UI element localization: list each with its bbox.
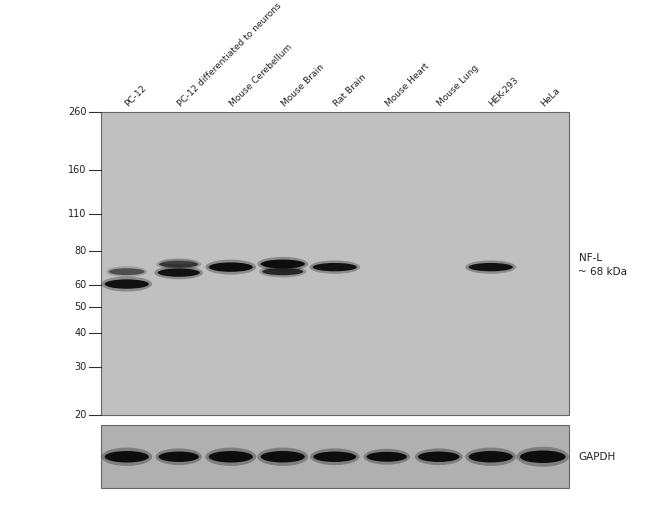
Bar xyxy=(101,112,569,415)
Ellipse shape xyxy=(106,266,148,277)
Ellipse shape xyxy=(418,452,460,462)
Ellipse shape xyxy=(257,447,308,466)
Ellipse shape xyxy=(209,263,253,272)
Ellipse shape xyxy=(259,266,306,277)
Ellipse shape xyxy=(363,449,410,465)
Bar xyxy=(101,425,569,488)
Ellipse shape xyxy=(101,277,152,292)
Ellipse shape xyxy=(101,447,152,466)
Ellipse shape xyxy=(109,268,144,275)
Ellipse shape xyxy=(155,448,202,465)
Ellipse shape xyxy=(205,447,256,466)
Ellipse shape xyxy=(105,451,149,462)
Ellipse shape xyxy=(313,452,356,462)
Text: 20: 20 xyxy=(74,410,86,420)
Ellipse shape xyxy=(159,261,198,268)
Ellipse shape xyxy=(162,259,195,265)
Text: 50: 50 xyxy=(74,302,86,312)
Text: 160: 160 xyxy=(68,164,86,174)
Ellipse shape xyxy=(105,279,149,289)
Text: HeLa: HeLa xyxy=(540,86,562,108)
Text: 260: 260 xyxy=(68,107,86,117)
Ellipse shape xyxy=(465,447,516,466)
Ellipse shape xyxy=(261,259,305,268)
Ellipse shape xyxy=(158,268,200,277)
Ellipse shape xyxy=(517,447,569,467)
Ellipse shape xyxy=(309,260,360,274)
Ellipse shape xyxy=(313,263,357,271)
Ellipse shape xyxy=(157,259,202,270)
Ellipse shape xyxy=(160,258,198,266)
Text: Mouse Brain: Mouse Brain xyxy=(280,62,326,108)
Text: Mouse Lung: Mouse Lung xyxy=(436,63,480,108)
Ellipse shape xyxy=(520,450,566,463)
Text: NF-L
~ 68 kDa: NF-L ~ 68 kDa xyxy=(578,253,627,277)
Text: Mouse Heart: Mouse Heart xyxy=(384,61,430,108)
Text: Mouse Cerebellum: Mouse Cerebellum xyxy=(227,42,294,108)
Text: 60: 60 xyxy=(74,280,86,290)
Ellipse shape xyxy=(261,451,305,462)
Text: PC-12: PC-12 xyxy=(124,83,149,108)
Ellipse shape xyxy=(205,259,256,275)
Text: 30: 30 xyxy=(74,362,86,372)
Ellipse shape xyxy=(415,448,463,465)
Ellipse shape xyxy=(465,260,516,274)
Ellipse shape xyxy=(155,266,203,279)
Ellipse shape xyxy=(469,263,513,271)
Ellipse shape xyxy=(257,257,308,271)
Text: 40: 40 xyxy=(74,328,86,338)
Ellipse shape xyxy=(209,451,253,462)
Ellipse shape xyxy=(310,448,359,465)
Text: HEK-293: HEK-293 xyxy=(488,75,521,108)
Text: PC-12 differentiated to neurons: PC-12 differentiated to neurons xyxy=(176,1,283,108)
Ellipse shape xyxy=(263,268,304,275)
Text: GAPDH: GAPDH xyxy=(578,452,616,462)
Ellipse shape xyxy=(469,451,513,462)
Ellipse shape xyxy=(159,452,199,462)
Ellipse shape xyxy=(367,452,407,462)
Text: 80: 80 xyxy=(74,246,86,256)
Text: 110: 110 xyxy=(68,209,86,219)
Text: Rat Brain: Rat Brain xyxy=(332,72,367,108)
